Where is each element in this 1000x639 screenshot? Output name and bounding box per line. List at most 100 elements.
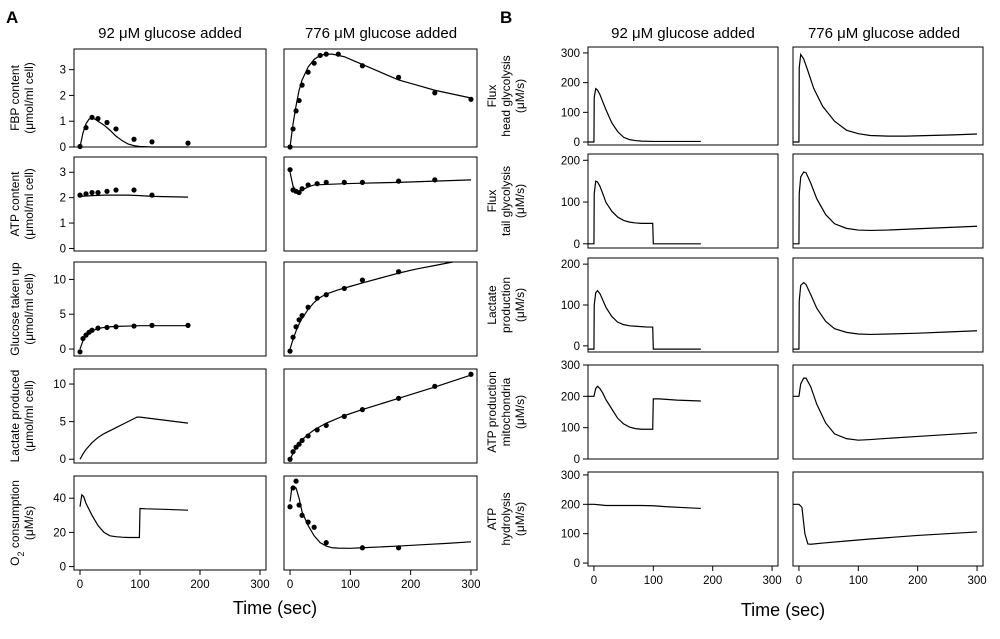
y-tick-label: 0 <box>574 137 580 149</box>
y-tick-label: 5 <box>60 309 66 321</box>
subplot-b-row5-col1: 0 100 200 300 0 100 200 300 <box>561 470 782 587</box>
model-curve <box>289 53 472 148</box>
plot-frame <box>792 471 984 567</box>
data-point <box>293 478 299 484</box>
y-axis-label-a-row5: O2 consumption(μM/s) <box>8 480 36 566</box>
y-tick-label: 100 <box>561 300 580 312</box>
plot-frame <box>73 48 267 148</box>
plot-frame <box>587 46 779 146</box>
plot-frame <box>283 475 478 571</box>
y-axis-label-line: (μmol/ml cell) <box>22 62 36 134</box>
subplot-b-row1-col1: 0 100 200 300 <box>561 46 779 149</box>
data-point <box>149 322 155 328</box>
data-point <box>113 126 119 132</box>
y-axis-label-b-row2: Fluxtail glycolysis(μM/s) <box>485 166 527 236</box>
column-title-a-high: 776 μM glucose added <box>305 25 457 42</box>
data-point <box>335 51 341 57</box>
subplot-b-row5-col2: 0 100 200 300 <box>792 471 987 587</box>
data-point <box>131 136 137 142</box>
data-point <box>359 407 366 413</box>
y-tick-label: 0 <box>574 239 580 251</box>
data-point <box>287 348 293 354</box>
plot-frame <box>73 475 267 571</box>
column-title-b-high: 776 μM glucose added <box>808 25 960 42</box>
subplot-b-row1-col2 <box>792 46 984 146</box>
data-point <box>314 427 320 433</box>
data-point <box>287 167 293 173</box>
data-point <box>341 413 347 419</box>
x-tick-label: 200 <box>190 579 209 591</box>
data-point <box>293 108 299 114</box>
plot-frame <box>792 153 984 249</box>
y-axis-label-line: (μM/s) <box>22 506 36 540</box>
data-point <box>323 540 329 546</box>
model-curve <box>793 52 978 143</box>
data-point <box>359 277 366 283</box>
data-point <box>299 512 305 518</box>
model-curve <box>793 503 978 545</box>
y-axis-label-line: ATP <box>485 508 499 530</box>
data-point <box>341 179 347 186</box>
y-tick-label: 0 <box>574 341 580 353</box>
data-point <box>395 74 402 80</box>
data-point <box>89 189 95 196</box>
data-point <box>104 188 110 194</box>
data-point <box>299 186 305 192</box>
x-tick-label: 300 <box>967 575 986 587</box>
data-point <box>290 485 296 491</box>
subplot-b-row3-col2 <box>792 257 984 353</box>
plot-frame <box>73 156 267 252</box>
y-tick-label: 0 <box>60 142 66 154</box>
data-point <box>89 114 95 120</box>
subplot-a-row3-col2 <box>283 261 478 357</box>
data-point <box>359 63 366 69</box>
plot-frame <box>792 364 984 460</box>
data-point <box>287 456 293 462</box>
data-point <box>305 519 311 525</box>
plot-frame <box>73 261 267 357</box>
plot-frame <box>283 48 478 148</box>
x-tick-label: 300 <box>762 575 781 587</box>
y-axis-label-line: (μM/s) <box>513 79 527 113</box>
data-point <box>89 327 95 333</box>
data-point <box>131 187 137 193</box>
x-tick-label: 200 <box>908 575 927 587</box>
x-tick-label: 100 <box>130 579 149 591</box>
data-point <box>305 433 311 439</box>
y-axis-label-line: (μM/s) <box>513 502 527 536</box>
model-curve <box>79 493 189 539</box>
y-tick-label: 300 <box>561 360 580 372</box>
y-axis-label-line: ATP content <box>8 171 22 237</box>
data-point <box>432 383 438 389</box>
data-point <box>317 52 323 59</box>
x-tick-label: 200 <box>401 579 420 591</box>
y-axis-label-line: head glycolysis <box>499 55 513 136</box>
data-point <box>395 395 402 401</box>
model-curve <box>79 117 188 148</box>
data-point <box>95 116 101 122</box>
data-point <box>77 349 83 355</box>
data-point <box>104 324 110 331</box>
data-point <box>104 119 110 126</box>
model-curve <box>793 281 978 350</box>
data-point <box>113 187 119 193</box>
data-point <box>290 334 296 340</box>
data-point <box>113 324 119 330</box>
y-axis-label-line: Flux <box>485 190 499 213</box>
data-point <box>311 60 317 66</box>
model-curve <box>289 261 453 350</box>
data-point <box>296 97 302 104</box>
model-curve <box>588 385 701 430</box>
model-curve <box>289 374 472 460</box>
y-tick-label: 2 <box>60 90 66 102</box>
model-curve <box>289 485 472 549</box>
model-curve <box>79 194 189 198</box>
y-tick-label: 3 <box>60 65 66 77</box>
y-axis-label-line: (μM/s) <box>513 395 527 429</box>
x-axis-label-b: Time (sec) <box>741 600 825 620</box>
y-axis-label-line: (μmol/ml cell) <box>22 380 36 452</box>
subplot-b-row2-col2 <box>792 153 984 249</box>
data-point <box>314 295 320 301</box>
plot-frame <box>283 156 478 252</box>
data-point <box>185 140 191 146</box>
